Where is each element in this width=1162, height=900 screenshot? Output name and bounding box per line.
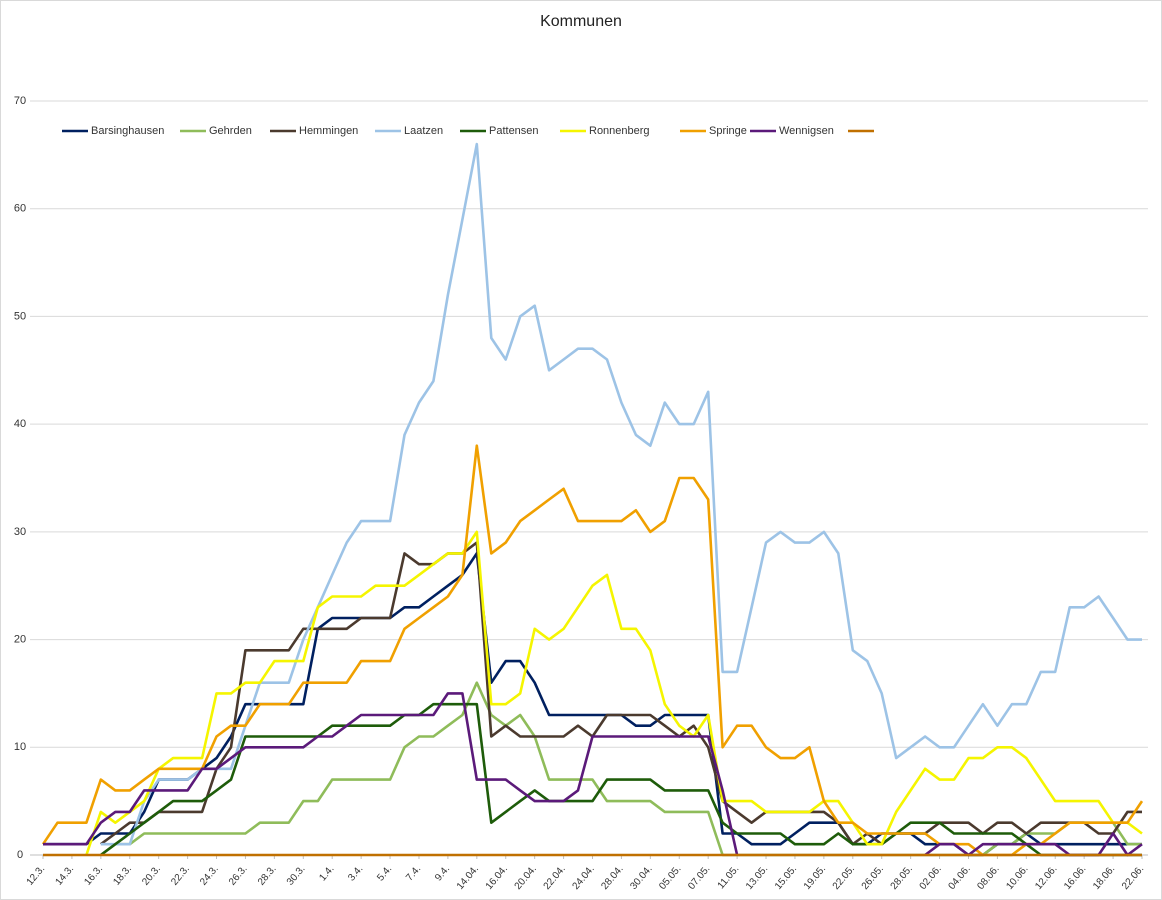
legend-label: Ronnenberg [589,125,650,137]
series-line [100,541,1142,846]
legend-label: Gehrden [209,125,252,137]
legend-label: Wennigsen [779,125,834,137]
chart-title: Kommunen [540,13,622,30]
series-line [43,692,1143,857]
y-tick-label: 60 [14,203,26,215]
y-tick-label: 40 [14,418,26,430]
y-tick-label: 50 [14,310,26,322]
y-tick-label: 20 [14,633,26,645]
y-tick-label: 70 [14,95,26,107]
series-line [100,142,1142,846]
y-tick-label: 10 [14,741,26,753]
y-tick-label: 0 [17,849,23,861]
legend-label: Pattensen [489,125,539,137]
legend-label: Laatzen [404,125,443,137]
legend-label: Hemmingen [299,125,358,137]
legend-label: Barsinghausen [91,125,164,137]
series-line [100,702,1142,857]
series-line [85,530,1143,856]
y-tick-label: 30 [14,526,26,538]
series-line [41,444,1144,857]
legend-label: Springe [709,125,747,137]
